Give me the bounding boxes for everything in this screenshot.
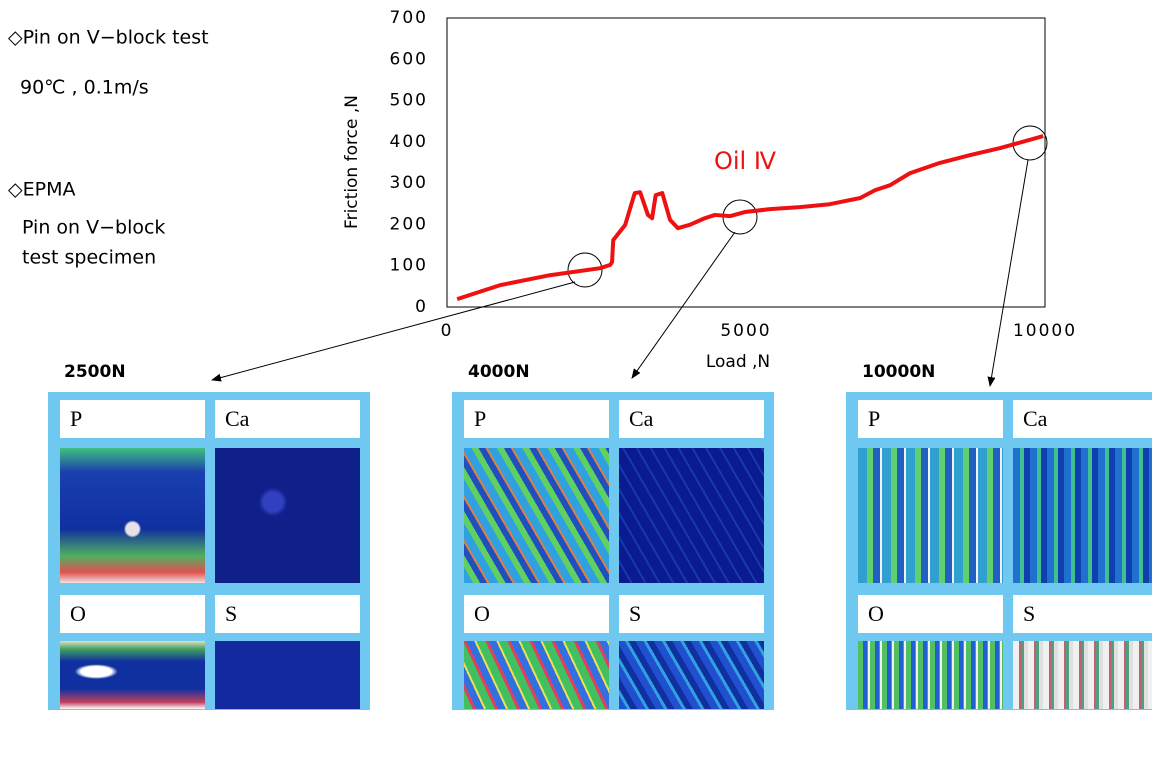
panel-title: 2500N bbox=[64, 362, 126, 382]
circle bbox=[567, 252, 603, 288]
y-tick-label: 200 bbox=[390, 214, 428, 234]
note: Pin on V−block bbox=[22, 217, 165, 239]
cell-label: Ca bbox=[215, 400, 360, 438]
cell-label: Ca bbox=[1013, 400, 1152, 438]
arrow bbox=[211, 281, 576, 382]
y-tick-label: 400 bbox=[390, 132, 428, 152]
note: ◇EPMA bbox=[8, 179, 75, 201]
cell-label: O bbox=[60, 595, 205, 633]
x-tick-label: 5000 bbox=[720, 321, 771, 341]
cell-label: P bbox=[60, 400, 205, 438]
cell-label: Ca bbox=[619, 400, 764, 438]
annotation: Oil Ⅳ bbox=[714, 147, 776, 175]
panel: P Ca O S bbox=[846, 392, 1152, 710]
x-tick-label: 10000 bbox=[1013, 321, 1077, 341]
arrows bbox=[211, 159, 1029, 387]
y-tick-label: 500 bbox=[390, 91, 428, 111]
x-axis-label: Load ,N bbox=[706, 352, 770, 372]
cell-label: P bbox=[464, 400, 609, 438]
cell-label: S bbox=[619, 595, 764, 633]
map-image bbox=[619, 641, 764, 709]
y-axis-label: Friction force ,N bbox=[342, 95, 362, 229]
map-image bbox=[858, 641, 1003, 709]
note: test specimen bbox=[22, 247, 156, 269]
cell-label: P bbox=[858, 400, 1003, 438]
panel-title: 10000N bbox=[862, 362, 936, 382]
map-image bbox=[215, 448, 360, 583]
map-image bbox=[1013, 448, 1152, 583]
map-image bbox=[619, 448, 764, 583]
note: 90℃ , 0.1m/s bbox=[20, 77, 149, 99]
y-tick-label: 0 bbox=[415, 297, 428, 317]
panel: P Ca O S bbox=[452, 392, 774, 710]
map-image bbox=[1013, 641, 1152, 709]
arrow bbox=[987, 159, 1029, 387]
panel: P Ca O S bbox=[48, 392, 370, 710]
cell-label: S bbox=[1013, 595, 1152, 633]
map-image bbox=[464, 641, 609, 709]
y-tick-label: 300 bbox=[390, 173, 428, 193]
cell-label: O bbox=[464, 595, 609, 633]
y-tick-label: 700 bbox=[390, 8, 428, 28]
cell-label: O bbox=[858, 595, 1003, 633]
x-tick-label: 0 bbox=[441, 321, 454, 341]
cell-label: S bbox=[215, 595, 360, 633]
map-image bbox=[464, 448, 609, 583]
map-image bbox=[215, 641, 360, 709]
map-image bbox=[60, 641, 205, 709]
map-image bbox=[60, 448, 205, 583]
line bbox=[456, 134, 1044, 302]
panel-title: 4000N bbox=[468, 362, 530, 382]
arrow bbox=[631, 231, 736, 379]
note: ◇Pin on V−block test bbox=[8, 27, 209, 49]
y-tick-label: 600 bbox=[390, 49, 428, 69]
y-tick-label: 100 bbox=[390, 256, 428, 276]
map-image bbox=[858, 448, 1003, 583]
plot-area bbox=[446, 17, 1046, 308]
